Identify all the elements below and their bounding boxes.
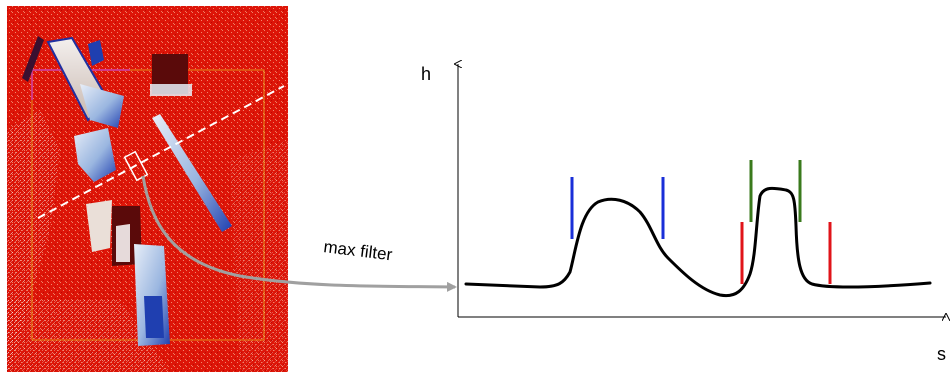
noise-region-right xyxy=(230,140,288,372)
object-bottle-core xyxy=(144,296,164,338)
max-filter-label: max filter xyxy=(323,237,394,264)
object-long-stick xyxy=(152,114,232,232)
object-cup xyxy=(74,128,116,182)
depth-heatmap-image xyxy=(7,6,288,372)
object-light-block xyxy=(86,200,112,252)
object-blue-blob-top xyxy=(88,40,104,66)
object-dark-square-rim xyxy=(150,84,192,96)
object-dark-stick xyxy=(22,36,44,82)
object-can-highlight xyxy=(116,224,130,262)
x-axis-label: s xyxy=(937,344,946,364)
y-axis-label: h xyxy=(421,64,431,84)
max-filter-connector-arrow xyxy=(141,175,457,292)
object-tilted-box xyxy=(80,84,124,128)
scan-line xyxy=(37,85,285,219)
noise-region-bottom xyxy=(7,300,170,372)
height-profile-curve xyxy=(464,186,932,298)
profile-plot: h s xyxy=(421,64,946,364)
